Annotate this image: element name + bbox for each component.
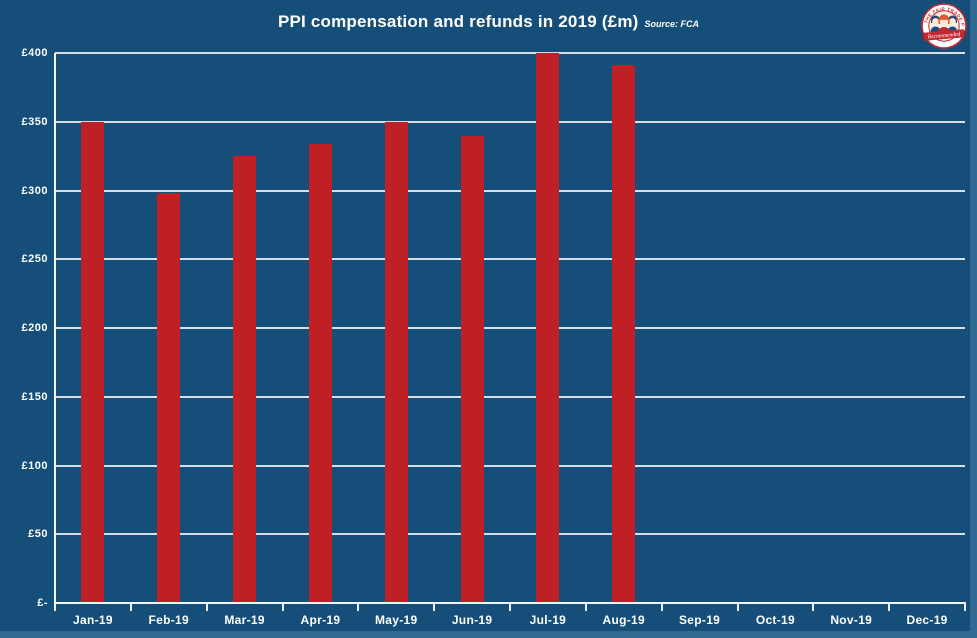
x-axis-tick bbox=[205, 603, 208, 611]
x-axis-tick-label: Nov-19 bbox=[830, 613, 873, 627]
x-axis-tick-label: Sep-19 bbox=[679, 613, 721, 627]
x-axis-tick bbox=[660, 603, 663, 611]
y-axis-tick-label: £400 bbox=[21, 47, 48, 59]
x-axis-tick-label: Apr-19 bbox=[300, 613, 341, 627]
x-axis-tick-label: May-19 bbox=[375, 613, 418, 627]
gridline bbox=[55, 533, 965, 536]
x-axis-tick bbox=[54, 603, 56, 611]
x-axis-tick bbox=[584, 603, 587, 611]
gridline bbox=[55, 464, 965, 467]
x-axis-tick bbox=[736, 603, 739, 611]
x-axis-tick bbox=[433, 603, 436, 611]
bottom-edge-strip bbox=[0, 631, 977, 638]
gridline bbox=[55, 258, 965, 261]
gridline bbox=[55, 327, 965, 329]
bar-feb-19 bbox=[157, 193, 181, 603]
x-axis-tick bbox=[281, 603, 284, 611]
y-axis-tick-label: £50 bbox=[28, 528, 48, 541]
bar-jun-19 bbox=[460, 135, 484, 603]
x-axis-tick-label: Jun-19 bbox=[451, 613, 493, 627]
logo-banner-text: Recommended bbox=[927, 32, 961, 41]
gridline bbox=[55, 120, 965, 123]
bar-aug-19 bbox=[612, 65, 636, 603]
bar-jan-19 bbox=[81, 121, 105, 603]
x-axis-tick bbox=[888, 603, 891, 611]
chart-header: PPI compensation and refunds in 2019 (£m… bbox=[0, 12, 977, 32]
gridline bbox=[55, 189, 965, 192]
y-axis-tick-label: £250 bbox=[21, 253, 48, 266]
y-axis-tick-label: £200 bbox=[21, 322, 48, 334]
gridline bbox=[55, 52, 965, 54]
fair-trade-practice-logo-icon: THE FAIR TRADE PRACTICE Recommended bbox=[921, 3, 967, 49]
bar-may-19 bbox=[384, 121, 408, 603]
y-axis-line bbox=[54, 53, 56, 603]
x-axis-tick bbox=[812, 603, 815, 611]
right-edge-strip bbox=[970, 0, 977, 638]
bar-jul-19 bbox=[536, 53, 560, 603]
x-axis-tick-label: Dec-19 bbox=[906, 613, 948, 627]
y-axis-tick-label: £300 bbox=[21, 184, 48, 197]
x-axis-tick bbox=[964, 603, 966, 611]
chart-title: PPI compensation and refunds in 2019 (£m… bbox=[277, 12, 639, 31]
y-axis-tick-label: £350 bbox=[21, 115, 48, 128]
x-axis-tick bbox=[129, 603, 132, 611]
x-axis-tick bbox=[357, 603, 360, 611]
x-axis-tick-label: Mar-19 bbox=[224, 613, 265, 627]
bar-apr-19 bbox=[308, 143, 332, 603]
x-axis-tick-label: Aug-19 bbox=[602, 613, 645, 627]
x-axis-tick-label: Oct-19 bbox=[755, 613, 795, 627]
logo-people-icon bbox=[930, 14, 958, 33]
bar-mar-19 bbox=[233, 156, 257, 603]
x-axis-tick-label: Feb-19 bbox=[148, 613, 189, 627]
gridline bbox=[55, 395, 965, 398]
chart-source: Source: FCA bbox=[644, 19, 700, 29]
y-axis-tick-label: £- bbox=[37, 597, 48, 609]
x-axis-tick bbox=[509, 603, 511, 611]
y-axis-tick-label: £100 bbox=[21, 459, 48, 472]
x-axis-tick-label: Jul-19 bbox=[529, 613, 567, 627]
y-axis-tick-label: £150 bbox=[21, 390, 48, 403]
x-axis-tick-label: Jan-19 bbox=[72, 613, 113, 627]
logo-ribbon-icon: Recommended bbox=[921, 29, 967, 41]
